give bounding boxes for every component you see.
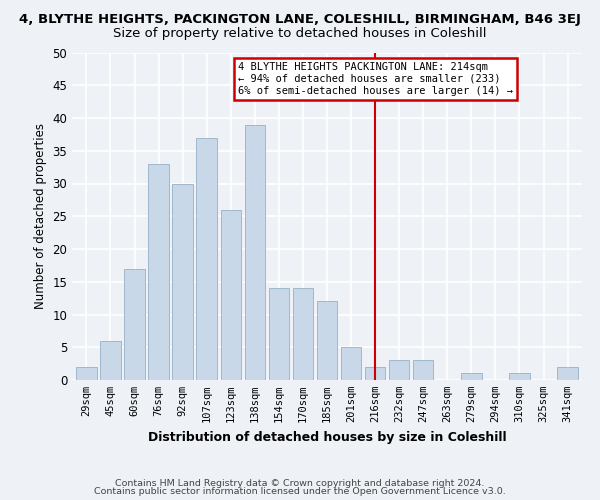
Bar (148, 164, 169, 380)
Bar (76, 367, 97, 380)
Bar (365, 367, 385, 380)
Y-axis label: Number of detached properties: Number of detached properties (34, 123, 47, 309)
Bar (509, 374, 530, 380)
Bar (269, 288, 289, 380)
Bar (557, 367, 578, 380)
Bar (293, 288, 313, 380)
Text: Contains HM Land Registry data © Crown copyright and database right 2024.: Contains HM Land Registry data © Crown c… (115, 478, 485, 488)
Text: Size of property relative to detached houses in Coleshill: Size of property relative to detached ho… (113, 28, 487, 40)
Bar (172, 184, 193, 380)
Bar (317, 302, 337, 380)
Bar (221, 210, 241, 380)
Text: Contains public sector information licensed under the Open Government Licence v3: Contains public sector information licen… (94, 488, 506, 496)
X-axis label: Distribution of detached houses by size in Coleshill: Distribution of detached houses by size … (148, 430, 506, 444)
Text: 4 BLYTHE HEIGHTS PACKINGTON LANE: 214sqm
← 94% of detached houses are smaller (2: 4 BLYTHE HEIGHTS PACKINGTON LANE: 214sqm… (238, 62, 513, 96)
Bar (124, 268, 145, 380)
Bar (461, 374, 482, 380)
Bar (341, 347, 361, 380)
Bar (100, 340, 121, 380)
Bar (389, 360, 409, 380)
Bar (196, 138, 217, 380)
Text: 4, BLYTHE HEIGHTS, PACKINGTON LANE, COLESHILL, BIRMINGHAM, B46 3EJ: 4, BLYTHE HEIGHTS, PACKINGTON LANE, COLE… (19, 12, 581, 26)
Bar (245, 124, 265, 380)
Bar (413, 360, 433, 380)
